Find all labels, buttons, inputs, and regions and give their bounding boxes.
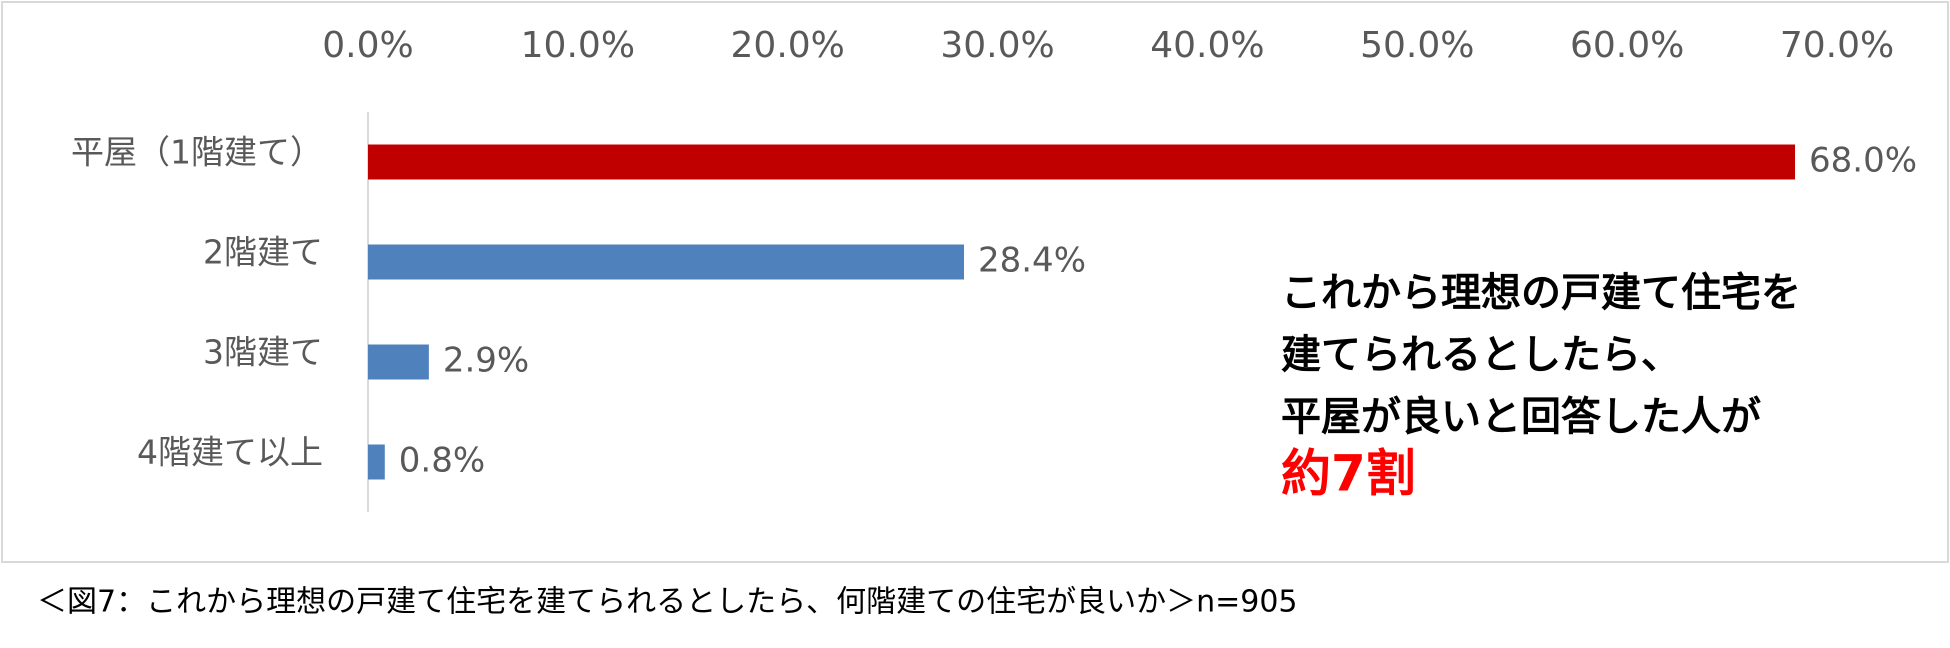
y-tick-label: 平屋（1階建て） — [71, 133, 323, 172]
annotation-line: 建てられるとしたら、 — [1281, 332, 1681, 378]
x-tick-label: 10.0% — [521, 25, 635, 66]
y-tick-label: 2階建て — [203, 233, 323, 272]
bar — [368, 344, 429, 380]
bar — [368, 444, 385, 480]
x-tick-label: 50.0% — [1360, 25, 1474, 66]
annotation-highlight: 約7割 — [1281, 445, 1416, 503]
x-tick-label: 30.0% — [940, 25, 1054, 66]
annotation-line: 平屋が良いと回答した人が — [1281, 394, 1761, 440]
chart-frame — [1, 1, 1949, 563]
annotation-line: これから理想の戸建て住宅を — [1281, 270, 1801, 316]
x-tick-label: 0.0% — [322, 25, 413, 66]
y-tick-label: 4階建て以上 — [137, 433, 323, 472]
value-label: 2.9% — [443, 341, 529, 381]
caption: ＜図7：これから理想の戸建て住宅を建てられるとしたら、何階建ての住宅が良いか＞n… — [37, 585, 1298, 620]
value-label: 0.8% — [399, 441, 485, 481]
x-tick-label: 20.0% — [731, 25, 845, 66]
bar — [368, 244, 964, 280]
bar — [368, 144, 1796, 180]
value-label: 28.4% — [978, 241, 1086, 281]
value-label: 68.0% — [1809, 141, 1917, 181]
x-tick-label: 70.0% — [1780, 25, 1894, 66]
x-tick-label: 40.0% — [1150, 25, 1264, 66]
y-tick-label: 3階建て — [203, 333, 323, 372]
x-tick-label: 60.0% — [1570, 25, 1684, 66]
